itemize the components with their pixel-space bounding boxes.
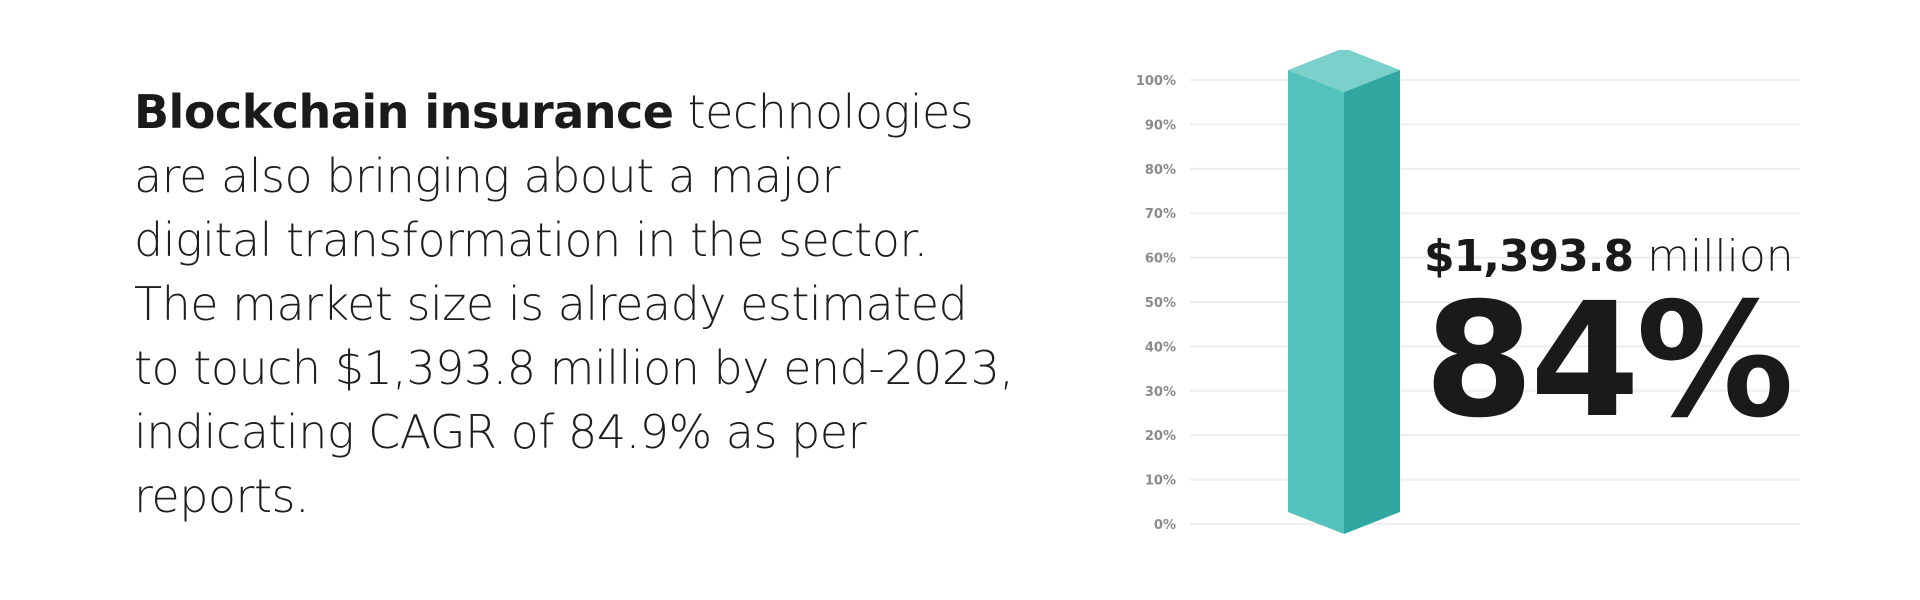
y-tick-label: 80% [1145,163,1176,178]
stat-callout: $1,393.8 million 84% [1424,228,1824,453]
paragraph-line-6: indicating CAGR of 84.9% as per [134,405,867,459]
description-paragraph: Blockchain insurance technologies are al… [134,80,1034,528]
paragraph-line-7: reports. [134,469,310,523]
bar-chart: 0% 10% 20% 30% 40% 50% 60% 70% 80% 90% 100% [1110,50,1810,550]
paragraph-line-3: digital transformation in the sector. [134,213,928,267]
paragraph-line-1-rest: technologies [673,85,974,139]
y-tick-label: 10% [1145,474,1176,489]
market-size-line: $1,393.8 million [1424,228,1824,286]
paragraph-line-5: to touch $1,393.8 million by end-2023, [134,341,1014,395]
y-tick-label: 60% [1145,252,1176,267]
y-tick-label: 30% [1145,385,1176,400]
paragraph-line-1: Blockchain insurance technologies [134,80,1034,144]
y-tick-label: 40% [1145,340,1176,355]
bar-chart-svg: 0% 10% 20% 30% 40% 50% 60% 70% 80% 90% 100% [1136,50,1800,534]
paragraph-line-2: are also bringing about a major [134,149,841,203]
y-tick-label: 20% [1145,429,1176,444]
y-tick-label: 0% [1154,518,1176,533]
bar-3d [1288,50,1400,534]
y-tick-label: 90% [1145,118,1176,133]
y-tick-label: 70% [1145,207,1176,222]
bar-top-face [1288,50,1400,92]
y-tick-label: 100% [1136,74,1176,89]
paragraph-line-4: The market size is already estimated [134,277,968,331]
paragraph-bold-lead: Blockchain insurance [134,85,674,139]
market-size-amount: $1,393.8 [1424,231,1634,282]
y-tick-label: 50% [1145,296,1176,311]
y-axis-ticks: 0% 10% 20% 30% 40% 50% 60% 70% 80% 90% 100% [1136,74,1176,533]
bar-side-face [1344,70,1400,534]
bar-front-face [1288,70,1344,534]
big-percent: 84% [1424,269,1794,453]
market-size-unit: million [1633,231,1794,282]
